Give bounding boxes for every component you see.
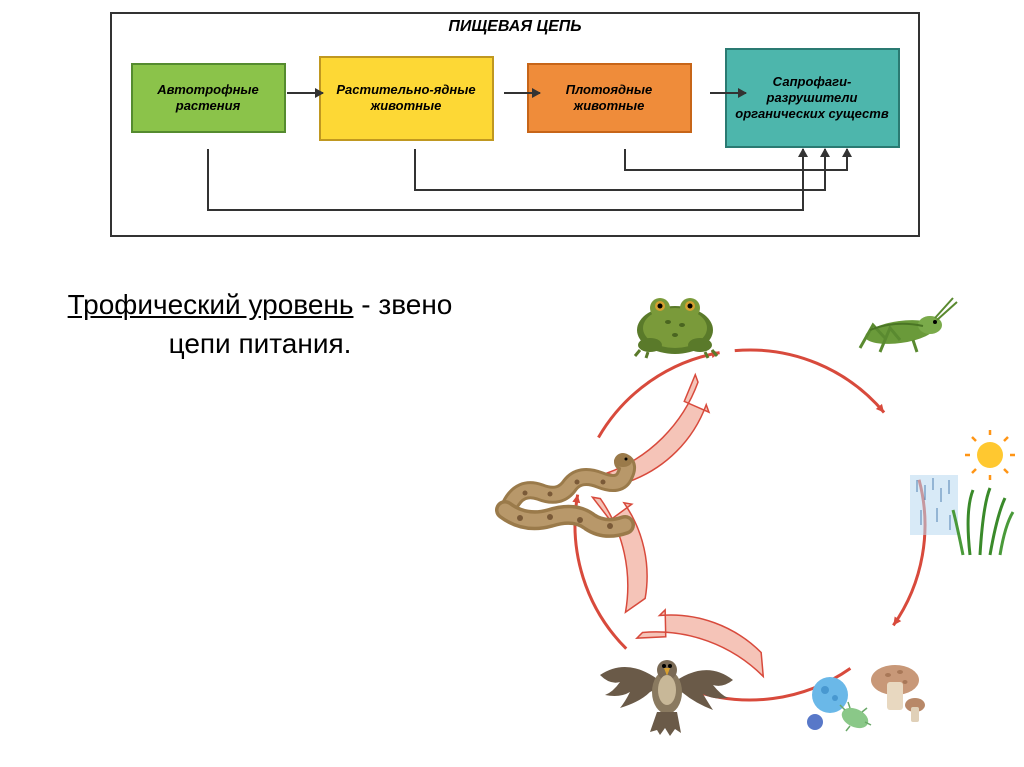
- feedback-segment: [414, 149, 416, 189]
- food-chain-diagram: ПИЩЕВАЯ ЦЕПЬ Автотрофные растения Растит…: [110, 12, 920, 237]
- hawk-icon: [595, 640, 740, 740]
- feedback-segment: [802, 149, 804, 209]
- arrow-main: [287, 92, 323, 94]
- box-saprotrophs: Сапрофаги-разрушители органических сущес…: [725, 48, 900, 148]
- diagram-title: ПИЩЕВАЯ ЦЕПЬ: [112, 14, 918, 40]
- feedback-segment: [624, 169, 848, 171]
- grasshopper-icon: [845, 290, 965, 365]
- arrow-main: [504, 92, 540, 94]
- feedback-segment: [624, 149, 626, 169]
- box-herbivores: Растительно-ядные животные: [319, 56, 494, 141]
- food-cycle: [490, 280, 1010, 750]
- frog-icon: [620, 280, 730, 360]
- arrow-main: [710, 92, 746, 94]
- definition-text: Трофический уровень - звено цепи питания…: [60, 285, 460, 363]
- box-autotrophs: Автотрофные растения: [131, 63, 286, 133]
- feedback-segment: [207, 149, 209, 209]
- term: Трофический уровень: [68, 289, 354, 320]
- sun-grass-icon: [905, 430, 1020, 560]
- snake-icon: [495, 450, 645, 545]
- feedback-segment: [207, 209, 804, 211]
- boxes-row: Автотрофные растения Растительно-ядные ж…: [112, 40, 918, 156]
- box-carnivores: Плотоядные животные: [527, 63, 692, 133]
- feedback-segment: [414, 189, 826, 191]
- feedback-segment: [846, 149, 848, 169]
- mushroom-microbe-icon: [800, 650, 930, 740]
